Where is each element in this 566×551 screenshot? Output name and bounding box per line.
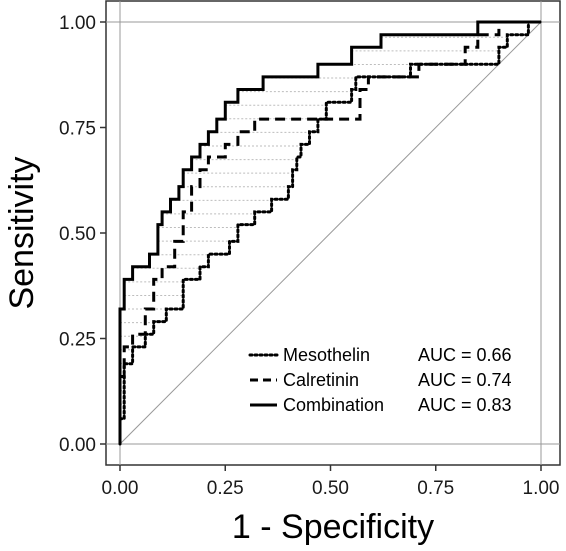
x-tick-label: 0.00: [102, 478, 139, 499]
series-layer: [118, 20, 543, 446]
x-tick-label: 0.75: [417, 478, 454, 499]
y-tick-label: 1.00: [59, 13, 96, 34]
y-tick-label: 0.75: [59, 119, 96, 140]
x-axis-title: 1 - Specificity: [232, 508, 434, 546]
series-line-combination: [118, 20, 541, 444]
tick-layer: 0.00 0.25 0.50 0.75 1.00 0.00 0.25 0.50 0.75 1.00: [59, 13, 559, 499]
legend-label-calretinin: Calretinin: [283, 370, 359, 390]
y-tick-label: 0.25: [59, 330, 96, 351]
x-tick-label: 0.25: [207, 478, 244, 499]
series-line-mesothelin: [118, 20, 543, 446]
legend-label-mesothelin: Mesothelin: [283, 345, 370, 365]
y-tick-label: 0.00: [59, 435, 96, 456]
x-tick-label: 1.00: [523, 478, 560, 499]
y-axis-title: Sensitivity: [3, 156, 41, 309]
legend-auc-calretinin: AUC = 0.74: [418, 370, 512, 390]
legend-auc-mesothelin: AUC = 0.66: [418, 345, 512, 365]
legend-label-combination: Combination: [283, 395, 384, 415]
legend: Mesothelin AUC = 0.66 Calretinin AUC = 0…: [248, 345, 512, 415]
legend-auc-combination: AUC = 0.83: [418, 395, 512, 415]
series-line-calretinin: [118, 20, 541, 444]
chance-diagonal-line: [119, 21, 542, 445]
y-tick-label: 0.50: [59, 224, 96, 245]
x-tick-label: 0.50: [312, 478, 349, 499]
